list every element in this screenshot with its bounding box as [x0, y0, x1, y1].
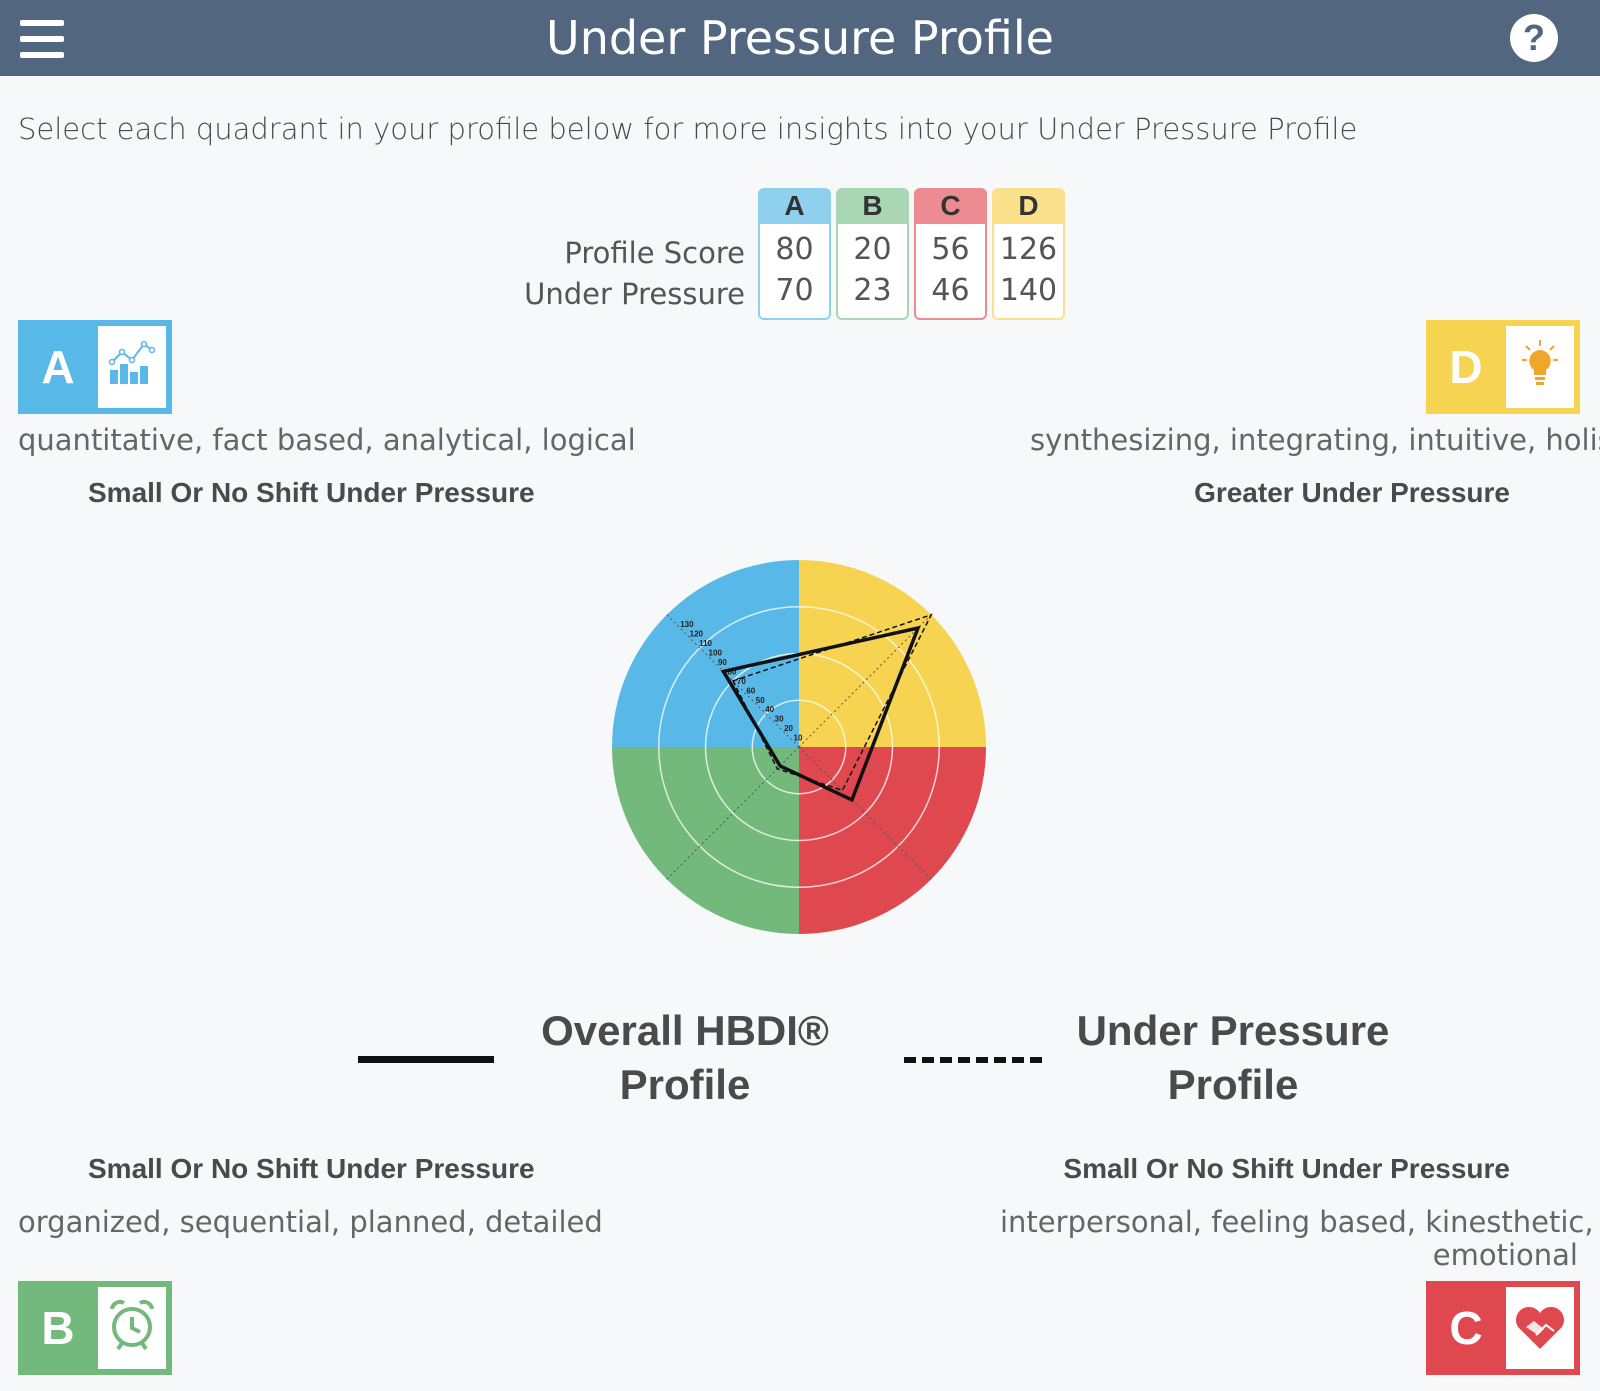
overall-profile-legend-line [358, 1056, 494, 1063]
radar-axis-c [798, 746, 932, 880]
quadrant-b-badge[interactable]: B [18, 1281, 172, 1375]
overall-profile-legend-label: Overall HBDI® Profile [520, 1004, 850, 1112]
under-pressure-b: 23 [853, 273, 892, 308]
radar-tick-label: 80 [727, 667, 736, 676]
quadrant-b-shift: Small Or No Shift Under Pressure [88, 1153, 535, 1184]
column-a: 80 70 [758, 224, 831, 320]
handshake-heart-icon [1506, 1287, 1574, 1369]
radar-ring [658, 606, 940, 888]
bar-chart-icon [98, 326, 166, 408]
column-header-d: D [992, 188, 1065, 224]
radar-tick-label: 100 [709, 649, 723, 658]
profile-score-d: 126 [999, 232, 1058, 267]
radar-tick-label: 130 [680, 620, 694, 629]
page-title: Under Pressure Profile [546, 11, 1054, 65]
radar-tick-label: 10 [794, 734, 803, 743]
quadrant-a-letter: A [18, 320, 98, 414]
overall-profile-legend-line2: Profile [619, 1061, 751, 1108]
under-pressure-legend-label: Under Pressure Profile [1060, 1004, 1406, 1112]
radar-ring [751, 699, 847, 795]
radar-tick-label: 60 [746, 686, 755, 695]
quadrant-c-description-line1: interpersonal, feeling based, kinestheti… [1000, 1205, 1594, 1239]
intro-text: Select each quadrant in your profile bel… [18, 112, 1358, 146]
profile-score-c: 56 [931, 232, 970, 267]
quadrant-c-letter: C [1426, 1281, 1506, 1375]
profile-score-b: 20 [853, 232, 892, 267]
under-pressure-legend-line2: Profile [1167, 1061, 1299, 1108]
under-pressure-legend-line1: Under Pressure [1076, 1007, 1390, 1054]
quadrant-d-letter: D [1426, 320, 1506, 414]
under-pressure-legend-line [904, 1057, 1044, 1063]
radar-tick-label: 40 [765, 705, 774, 714]
under-pressure-a: 70 [775, 273, 814, 308]
radar-axis-d [798, 614, 932, 748]
column-b: 20 23 [836, 224, 909, 320]
quadrant-d-description: synthesizing, integrating, intuitive, ho… [1030, 423, 1600, 457]
quadrant-a-description: quantitative, fact based, analytical, lo… [18, 423, 636, 457]
column-c: 56 46 [914, 224, 987, 320]
row-label-under-pressure: Under Pressure [524, 277, 745, 311]
hamburger-menu-icon[interactable] [20, 20, 64, 58]
radar-quadrant-a[interactable] [612, 560, 799, 747]
profile-score-a: 80 [775, 232, 814, 267]
column-header-b: B [836, 188, 909, 224]
radar-tick-label: 50 [756, 696, 765, 705]
column-header-a: A [758, 188, 831, 224]
radar-tick-label: 30 [775, 715, 784, 724]
quadrant-d-shift: Greater Under Pressure [1194, 477, 1510, 508]
column-d: 126 140 [992, 224, 1065, 320]
row-label-profile-score: Profile Score [564, 236, 745, 270]
quadrant-c-description-line2: emotional [1432, 1238, 1578, 1272]
top-bar: Under Pressure Profile ? [0, 0, 1600, 76]
alarm-clock-icon [98, 1287, 166, 1369]
radar-tick-label: 70 [737, 677, 746, 686]
quadrant-a-shift: Small Or No Shift Under Pressure [88, 477, 535, 508]
column-header-c: C [914, 188, 987, 224]
quadrant-b-description: organized, sequential, planned, detailed [18, 1205, 603, 1239]
radar-tick-label: 110 [699, 639, 712, 648]
overall-profile-legend-line1: Overall HBDI® [541, 1007, 829, 1054]
quadrant-a-badge[interactable]: A [18, 320, 172, 414]
quadrant-c-shift: Small Or No Shift Under Pressure [1063, 1153, 1510, 1184]
radar-quadrant-c[interactable] [799, 747, 986, 934]
question-mark-icon[interactable]: ? [1510, 14, 1558, 62]
under-pressure-d: 140 [999, 273, 1058, 308]
under-pressure-profile-series [731, 613, 933, 792]
radar-tick-label: 120 [690, 630, 704, 639]
lightbulb-icon [1506, 326, 1574, 408]
radar-tick-label: 20 [784, 724, 793, 733]
radar-axis-a [666, 614, 800, 748]
quadrant-c-badge[interactable]: C [1426, 1281, 1580, 1375]
radar-tick-label: 90 [718, 658, 727, 667]
quadrant-d-badge[interactable]: D [1426, 320, 1580, 414]
under-pressure-c: 46 [931, 273, 970, 308]
quadrant-b-letter: B [18, 1281, 98, 1375]
